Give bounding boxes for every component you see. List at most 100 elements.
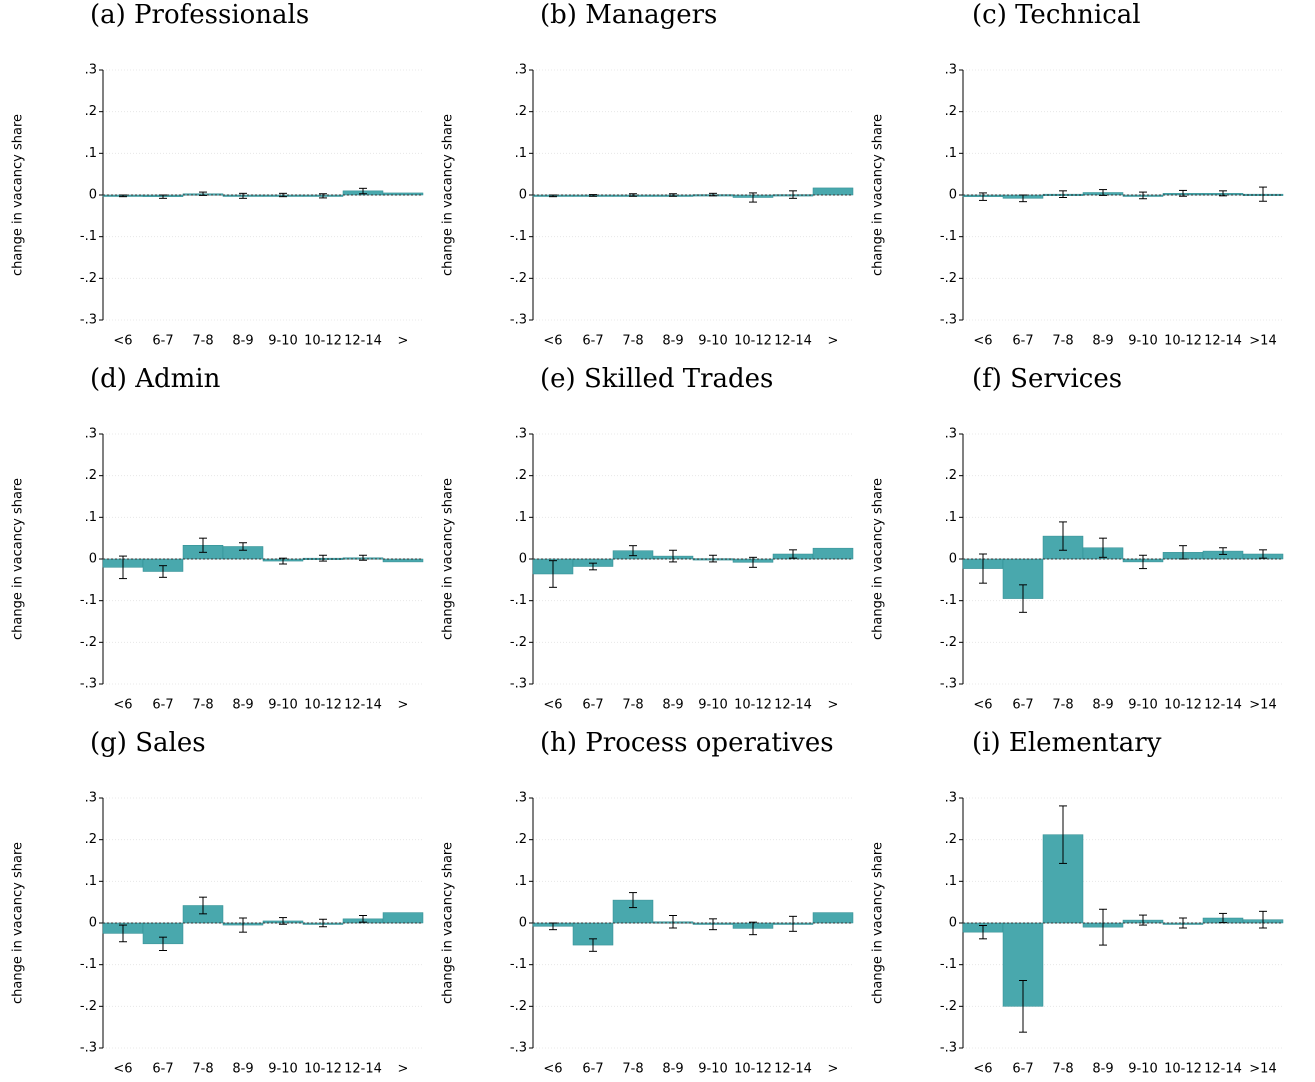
error-bar bbox=[1099, 908, 1107, 946]
error-bar bbox=[1059, 805, 1067, 864]
x-tick-label: 10-12 bbox=[304, 1062, 342, 1077]
y-tick-label: -.3 bbox=[80, 677, 97, 692]
y-tick-label: 0 bbox=[949, 916, 957, 931]
x-tick-label: <6 bbox=[973, 334, 992, 349]
x-tick-label: 8-9 bbox=[232, 334, 253, 349]
y-tick-label: .3 bbox=[515, 63, 527, 78]
x-tick-label: > bbox=[398, 698, 409, 713]
error-bar bbox=[199, 537, 207, 553]
x-tick-label: 12-14 bbox=[344, 698, 382, 713]
x-tick-label: 12-14 bbox=[774, 1062, 812, 1077]
y-tick-label: 0 bbox=[89, 916, 97, 931]
y-tick-label: .1 bbox=[85, 510, 97, 525]
y-axis-label: change in vacancy share bbox=[441, 842, 456, 1004]
y-tick-label: -.2 bbox=[510, 635, 527, 650]
y-tick-label: .3 bbox=[945, 791, 957, 806]
x-tick-label: 7-8 bbox=[1052, 334, 1073, 349]
error-bar bbox=[1179, 545, 1187, 560]
y-axis-label: change in vacancy share bbox=[871, 842, 886, 1004]
error-bar bbox=[549, 560, 557, 588]
error-bar bbox=[1099, 537, 1107, 558]
x-tick-label: 8-9 bbox=[662, 1062, 683, 1077]
chart-panel: (e) Skilled Trades change in vacancy shar… bbox=[441, 364, 854, 713]
y-tick-label: .2 bbox=[85, 832, 97, 847]
y-tick-label: .2 bbox=[945, 832, 957, 847]
error-bar bbox=[789, 549, 797, 559]
error-bar bbox=[119, 924, 127, 943]
x-tick-label: 12-14 bbox=[774, 334, 812, 349]
error-bar bbox=[279, 917, 287, 925]
error-bar bbox=[1019, 584, 1027, 613]
chart-panel: (g) Sales change in vacancy share .3 .2 .1 0 -… bbox=[11, 728, 424, 1077]
y-tick-label: -.3 bbox=[80, 313, 97, 328]
x-tick-label: 7-8 bbox=[192, 698, 213, 713]
y-tick-label: -.1 bbox=[80, 957, 97, 972]
error-bar bbox=[159, 565, 167, 578]
error-bar bbox=[749, 192, 757, 203]
y-tick-label: -.2 bbox=[80, 999, 97, 1014]
error-bar bbox=[319, 918, 327, 928]
x-tick-label: >14 bbox=[1249, 698, 1276, 713]
error-bar bbox=[359, 915, 367, 923]
chart-panel: (a) Professionals change in vacancy share… bbox=[11, 0, 424, 349]
x-tick-label: 10-12 bbox=[734, 1062, 772, 1077]
error-bar bbox=[239, 542, 247, 551]
x-tick-label: 7-8 bbox=[192, 1062, 213, 1077]
error-bar bbox=[319, 193, 327, 199]
error-bar bbox=[239, 917, 247, 933]
y-tick-label: .1 bbox=[85, 874, 97, 889]
x-tick-label: 7-8 bbox=[622, 334, 643, 349]
error-bar bbox=[1139, 191, 1147, 200]
y-tick-label: -.1 bbox=[80, 593, 97, 608]
y-tick-label: -.2 bbox=[940, 999, 957, 1014]
y-tick-label: 0 bbox=[519, 552, 527, 567]
x-tick-label: 9-10 bbox=[698, 698, 728, 713]
x-tick-label: > bbox=[828, 334, 839, 349]
x-tick-label: 8-9 bbox=[662, 334, 683, 349]
x-tick-label: <6 bbox=[543, 334, 562, 349]
x-tick-label: <6 bbox=[543, 1062, 562, 1077]
x-tick-label: 6-7 bbox=[152, 1062, 173, 1077]
y-tick-label: .1 bbox=[945, 874, 957, 889]
error-bar bbox=[279, 192, 287, 198]
chart-panel: (c) Technical change in vacancy share .3 .2… bbox=[871, 0, 1284, 349]
error-bar bbox=[1179, 189, 1187, 197]
x-tick-label: 12-14 bbox=[774, 698, 812, 713]
x-tick-label: 6-7 bbox=[582, 334, 603, 349]
x-tick-label: > bbox=[828, 698, 839, 713]
y-tick-label: -.2 bbox=[80, 635, 97, 650]
y-tick-label: -.1 bbox=[510, 957, 527, 972]
x-tick-label: 9-10 bbox=[268, 1062, 298, 1077]
error-bar bbox=[319, 554, 327, 562]
chart-panel: (h) Process operatives change in vacancy … bbox=[441, 728, 854, 1077]
y-tick-label: .3 bbox=[515, 791, 527, 806]
error-bar bbox=[549, 922, 557, 931]
error-bar bbox=[199, 191, 207, 196]
x-tick-label: 7-8 bbox=[1052, 698, 1073, 713]
error-bar bbox=[669, 549, 677, 563]
error-bar bbox=[1219, 912, 1227, 924]
panel-title: (i) Elementary bbox=[972, 728, 1162, 758]
error-bar bbox=[709, 918, 717, 931]
y-axis-label: change in vacancy share bbox=[441, 114, 456, 276]
error-bar bbox=[1259, 186, 1267, 202]
error-bar bbox=[119, 555, 127, 580]
y-tick-label: 0 bbox=[519, 188, 527, 203]
panel-title: (a) Professionals bbox=[90, 0, 309, 30]
error-bar bbox=[789, 190, 797, 199]
x-tick-label: 7-8 bbox=[192, 334, 213, 349]
error-bar bbox=[1059, 190, 1067, 198]
panel-title: (d) Admin bbox=[90, 364, 221, 394]
error-bar bbox=[359, 554, 367, 561]
y-tick-label: 0 bbox=[519, 916, 527, 931]
y-axis-label: change in vacancy share bbox=[11, 478, 26, 640]
y-tick-label: -.2 bbox=[940, 635, 957, 650]
y-tick-label: -.2 bbox=[510, 999, 527, 1014]
x-tick-label: 12-14 bbox=[1204, 1062, 1242, 1077]
x-tick-label: 12-14 bbox=[1204, 698, 1242, 713]
y-tick-label: .3 bbox=[945, 63, 957, 78]
bar bbox=[812, 187, 854, 196]
x-tick-label: <6 bbox=[973, 698, 992, 713]
x-tick-label: 7-8 bbox=[1052, 1062, 1073, 1077]
x-tick-label: 9-10 bbox=[1128, 1062, 1158, 1077]
